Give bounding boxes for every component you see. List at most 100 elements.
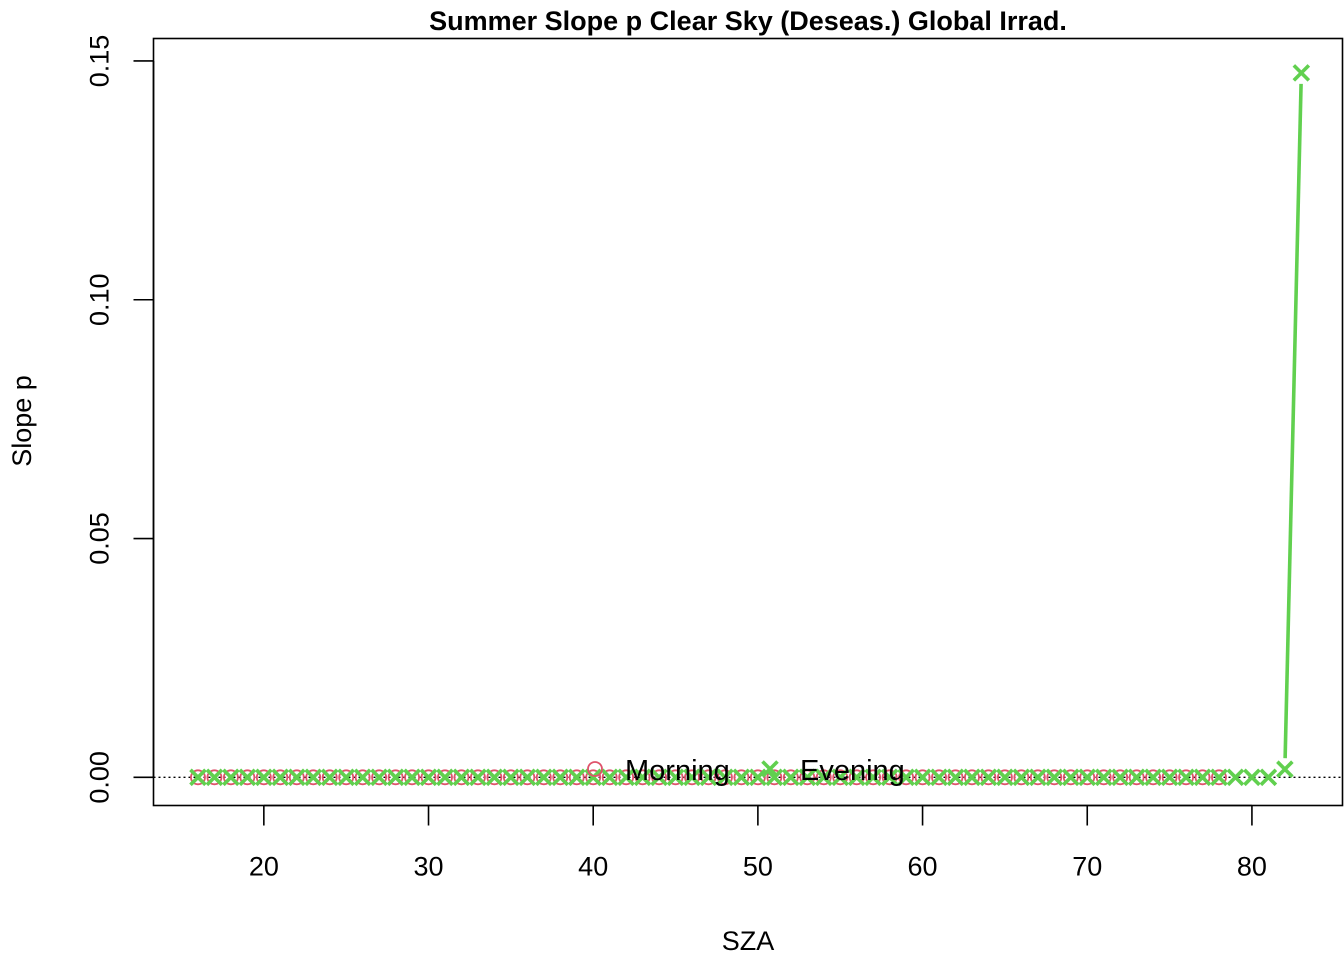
data-point bbox=[782, 769, 799, 786]
data-point bbox=[914, 769, 931, 786]
data-point bbox=[618, 769, 635, 786]
data-point bbox=[404, 769, 420, 786]
data-point bbox=[338, 769, 355, 786]
data-point bbox=[255, 768, 273, 787]
data-point bbox=[403, 768, 421, 787]
data-point bbox=[1029, 768, 1047, 787]
data-point bbox=[535, 768, 553, 787]
data-point bbox=[552, 769, 569, 786]
data-point bbox=[535, 769, 552, 786]
data-point bbox=[1144, 768, 1162, 787]
data-point bbox=[502, 768, 520, 787]
data-point bbox=[437, 769, 453, 786]
series-layer bbox=[153, 64, 1343, 787]
legend-label-evening: Evening bbox=[800, 755, 905, 787]
data-point bbox=[353, 768, 372, 787]
data-point bbox=[486, 769, 503, 786]
data-point bbox=[963, 768, 981, 787]
data-point bbox=[1094, 768, 1113, 787]
data-point bbox=[749, 768, 767, 787]
data-point bbox=[386, 768, 405, 787]
data-point bbox=[667, 769, 684, 786]
data-point bbox=[815, 769, 832, 786]
data-point bbox=[1211, 769, 1227, 786]
data-point bbox=[864, 768, 882, 787]
data-point bbox=[651, 769, 667, 786]
data-point bbox=[519, 769, 536, 786]
data-point bbox=[551, 768, 570, 787]
data-point bbox=[650, 768, 668, 787]
data-point bbox=[1127, 768, 1146, 787]
legend-label-morning: Morning bbox=[625, 755, 730, 787]
data-point bbox=[700, 769, 717, 786]
data-point bbox=[1177, 768, 1195, 787]
data-point bbox=[930, 768, 948, 787]
data-point bbox=[222, 768, 240, 787]
data-point bbox=[1112, 769, 1129, 786]
y-tick-label: 0.10 bbox=[85, 273, 115, 326]
data-point bbox=[1078, 768, 1097, 787]
data-point bbox=[1013, 769, 1030, 786]
x-tick-label: 60 bbox=[908, 852, 938, 882]
x-tick-label: 20 bbox=[249, 852, 279, 882]
data-point bbox=[684, 769, 700, 786]
data-point bbox=[568, 769, 585, 786]
data-point bbox=[601, 769, 618, 786]
data-point bbox=[1012, 768, 1031, 787]
data-point bbox=[567, 768, 586, 787]
data-point bbox=[518, 768, 537, 787]
data-point bbox=[782, 768, 800, 787]
data-point bbox=[880, 768, 899, 787]
data-point bbox=[1259, 768, 1278, 787]
data-point bbox=[1111, 768, 1129, 787]
y-axis: 0.00 0.05 0.10 0.15 bbox=[85, 35, 155, 804]
data-point bbox=[1178, 769, 1194, 786]
data-point bbox=[633, 768, 652, 787]
data-point bbox=[947, 769, 964, 786]
data-point bbox=[964, 769, 980, 786]
data-point bbox=[189, 768, 207, 787]
data-point bbox=[1029, 769, 1046, 786]
data-point bbox=[1045, 768, 1064, 787]
data-point bbox=[913, 768, 932, 787]
data-point bbox=[387, 769, 404, 786]
data-point bbox=[831, 768, 849, 787]
data-point bbox=[749, 769, 766, 786]
data-point bbox=[847, 768, 866, 787]
series-morning-points bbox=[190, 769, 1227, 786]
x-tick-label: 70 bbox=[1072, 852, 1102, 882]
data-point bbox=[699, 768, 718, 787]
data-point bbox=[946, 768, 965, 787]
data-point bbox=[304, 768, 323, 787]
data-point bbox=[814, 768, 833, 787]
data-point bbox=[305, 769, 322, 786]
data-point bbox=[980, 769, 997, 786]
data-point bbox=[1194, 769, 1211, 786]
data-point bbox=[897, 768, 915, 787]
data-point bbox=[320, 768, 339, 787]
data-point bbox=[239, 769, 256, 786]
data-point bbox=[799, 769, 816, 786]
data-point bbox=[337, 768, 355, 787]
x-axis: 20 30 40 50 60 70 80 bbox=[249, 804, 1267, 882]
data-point bbox=[206, 769, 223, 786]
data-point bbox=[354, 769, 371, 786]
data-point bbox=[1243, 768, 1261, 787]
data-point bbox=[766, 769, 783, 786]
data-point bbox=[420, 769, 437, 786]
data-point bbox=[832, 769, 849, 786]
data-point bbox=[848, 769, 865, 786]
data-point bbox=[255, 769, 272, 786]
x-tick-label: 30 bbox=[413, 852, 443, 882]
data-point bbox=[1276, 760, 1294, 778]
data-point bbox=[996, 768, 1014, 787]
data-point bbox=[190, 769, 206, 786]
data-point bbox=[470, 769, 486, 786]
data-point bbox=[371, 769, 388, 786]
x-axis-title: SZA bbox=[722, 926, 775, 956]
x-tick-label: 40 bbox=[578, 852, 608, 882]
data-point bbox=[288, 769, 305, 786]
y-tick-label: 0.15 bbox=[85, 35, 115, 88]
